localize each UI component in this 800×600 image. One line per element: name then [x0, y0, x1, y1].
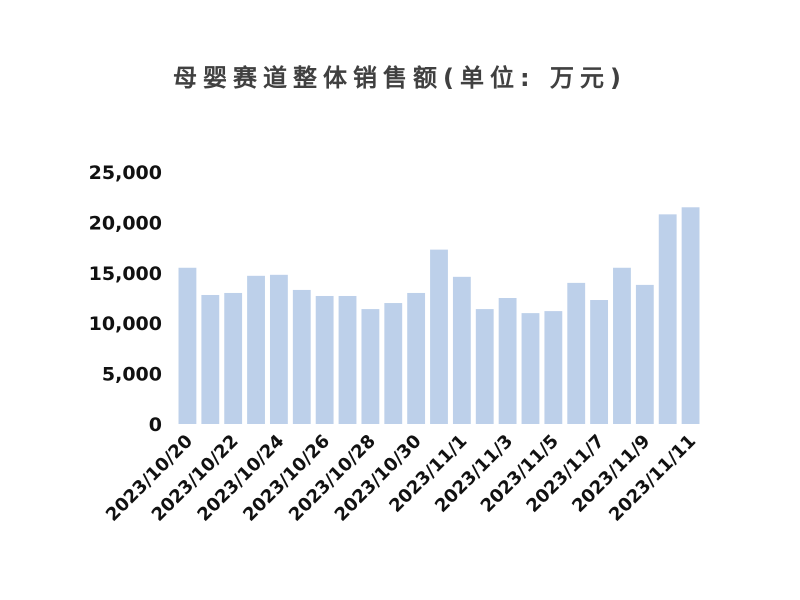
bar	[498, 298, 517, 424]
bar	[361, 309, 380, 424]
bar	[681, 207, 700, 424]
y-tick-label: 15,000	[89, 263, 162, 285]
bar	[521, 313, 540, 424]
bar	[430, 249, 448, 424]
bar	[658, 214, 677, 424]
bar	[292, 289, 311, 424]
bar	[613, 267, 631, 424]
bar	[269, 274, 288, 424]
bar	[338, 295, 357, 424]
y-tick-label: 10,000	[89, 313, 162, 335]
chart-title: 母婴赛道整体销售额(单位: 万元)	[173, 64, 627, 92]
y-tick-label: 5,000	[102, 364, 162, 386]
bars	[178, 207, 700, 424]
y-tick-label: 25,000	[89, 162, 162, 184]
y-tick-label: 0	[149, 414, 162, 436]
bar	[452, 276, 471, 424]
bar	[635, 284, 654, 424]
bar	[407, 292, 426, 424]
bar	[201, 294, 220, 424]
bar	[384, 303, 403, 424]
bar	[315, 295, 334, 424]
bar	[247, 275, 265, 424]
bar	[224, 292, 243, 424]
bar	[178, 267, 197, 424]
bar	[475, 309, 494, 424]
x-axis: 2023/10/202023/10/222023/10/242023/10/26…	[102, 431, 700, 526]
y-tick-label: 20,000	[89, 212, 162, 234]
bar	[544, 311, 563, 424]
bar	[567, 282, 586, 424]
y-axis: 0 5,000 10,000 15,000 20,000 25,000	[89, 162, 162, 436]
bar	[590, 300, 609, 424]
